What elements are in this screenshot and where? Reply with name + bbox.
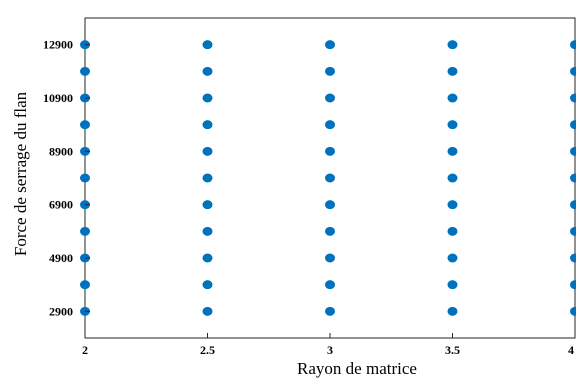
y-tick-label: 6900 (49, 198, 73, 212)
data-point (325, 200, 335, 210)
data-point (570, 306, 576, 316)
data-point (80, 66, 90, 76)
data-point (447, 280, 458, 290)
data-point (325, 93, 335, 103)
data-point (447, 120, 458, 130)
data-point (202, 120, 213, 130)
data-point (447, 173, 458, 183)
data-point (570, 120, 576, 130)
data-point (325, 146, 335, 156)
data-point (202, 40, 213, 50)
data-point (325, 120, 335, 130)
data-point (570, 280, 576, 290)
x-tick-label: 3.5 (445, 343, 460, 357)
y-tick-label: 12900 (43, 38, 73, 52)
y-tick-label: 4900 (49, 251, 73, 265)
data-point (447, 40, 458, 50)
data-point (325, 173, 335, 183)
data-point (570, 146, 576, 156)
y-axis-label: Force de serrage du flan (11, 91, 30, 256)
x-axis-label: Rayon de matrice (297, 359, 417, 378)
x-tick-label: 2 (82, 343, 88, 357)
data-point (447, 306, 458, 316)
data-point (202, 173, 213, 183)
x-axis-ticks: 2 2.5 3 3.5 4 (82, 333, 576, 357)
data-point (325, 66, 335, 76)
data-point (447, 66, 458, 76)
data-point (325, 40, 335, 50)
data-point (202, 66, 213, 76)
data-point (570, 93, 576, 103)
y-axis-ticks: 2900 4900 6900 8900 10900 12900 (43, 38, 90, 318)
data-point (570, 173, 576, 183)
data-point (80, 226, 90, 236)
x-tick-label: 3 (327, 343, 333, 357)
data-point (202, 200, 213, 210)
data-point (447, 146, 458, 156)
data-point (447, 93, 458, 103)
x-tick-label: 4 (568, 343, 574, 357)
data-point (570, 66, 576, 76)
data-point (325, 253, 335, 263)
data-point (447, 226, 458, 236)
data-point (80, 120, 90, 130)
data-point (202, 146, 213, 156)
data-point (202, 306, 213, 316)
y-tick-label: 8900 (49, 144, 73, 158)
data-point (202, 280, 213, 290)
x-tick-label: 2.5 (200, 343, 215, 357)
data-point (202, 253, 213, 263)
data-point (447, 200, 458, 210)
data-point (325, 280, 335, 290)
data-point (202, 93, 213, 103)
data-point (325, 226, 335, 236)
y-tick-label: 2900 (49, 304, 73, 318)
data-point (447, 253, 458, 263)
data-point (202, 226, 213, 236)
data-point (80, 280, 90, 290)
data-point (325, 306, 335, 316)
data-point (570, 200, 576, 210)
data-point (570, 40, 576, 50)
y-tick-label: 10900 (43, 91, 73, 105)
data-point (80, 173, 90, 183)
data-point (570, 226, 576, 236)
data-point (570, 253, 576, 263)
